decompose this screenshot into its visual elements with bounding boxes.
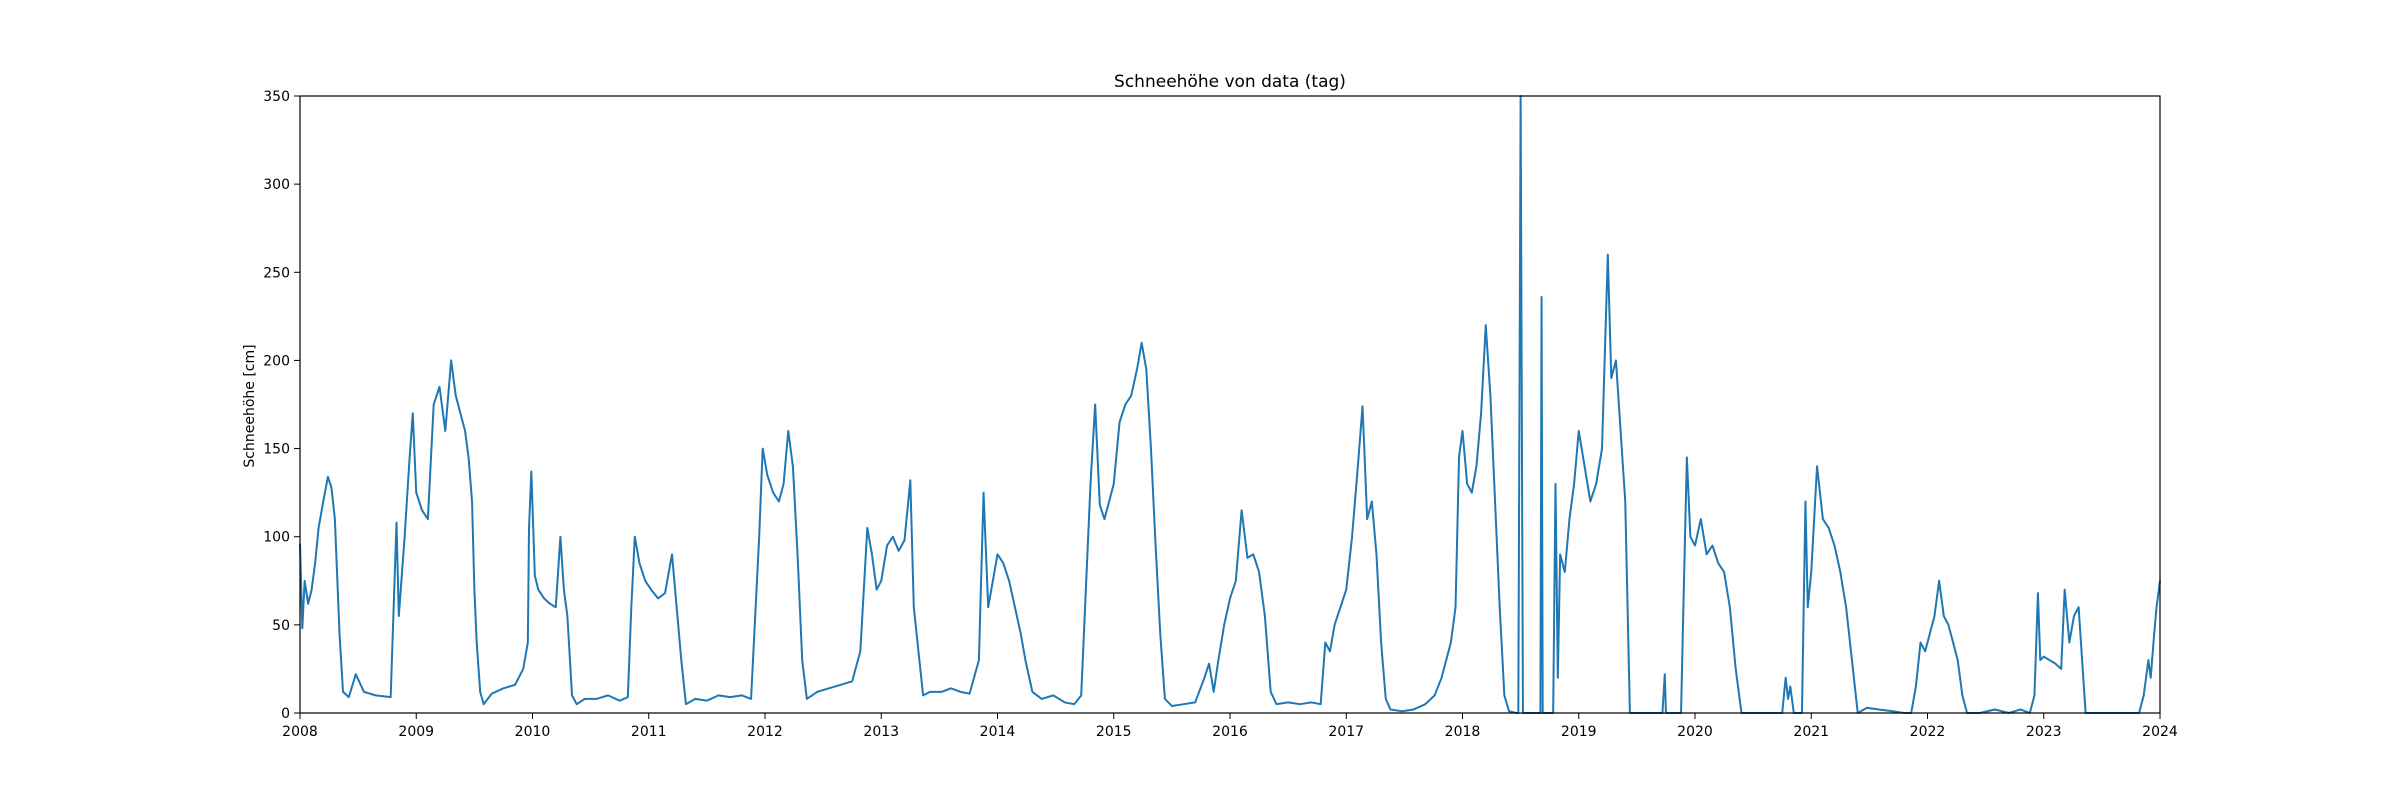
y-tick-label: 100 bbox=[263, 530, 290, 546]
y-axis-ticks: 0 50 100 150 200 250 300 350 bbox=[263, 89, 300, 722]
y-tick-label: 350 bbox=[263, 89, 290, 105]
x-tick-label: 2019 bbox=[1561, 724, 1597, 740]
plot-frame bbox=[299, 95, 2161, 714]
y-tick-label: 150 bbox=[263, 442, 290, 458]
x-tick-label: 2015 bbox=[1096, 724, 1132, 740]
x-tick-label: 2023 bbox=[2026, 724, 2062, 740]
series-line-0 bbox=[299, 95, 2161, 714]
x-tick-label: 2008 bbox=[282, 724, 318, 740]
y-tick-label: 250 bbox=[263, 265, 290, 281]
y-tick-label: 0 bbox=[281, 706, 290, 722]
chart-title: Schneehöhe von data (tag) bbox=[1114, 72, 1346, 92]
y-tick-label: 200 bbox=[263, 353, 290, 369]
x-tick-label: 2020 bbox=[1677, 724, 1713, 740]
x-tick-label: 2009 bbox=[398, 724, 434, 740]
x-tick-label: 2021 bbox=[1793, 724, 1829, 740]
x-tick-label: 2014 bbox=[980, 724, 1016, 740]
x-tick-label: 2011 bbox=[631, 724, 667, 740]
y-tick-label: 300 bbox=[263, 177, 290, 193]
y-tick-label: 50 bbox=[272, 618, 290, 634]
x-tick-label: 2017 bbox=[1328, 724, 1364, 740]
x-tick-label: 2016 bbox=[1212, 724, 1248, 740]
y-axis-label: Schneehöhe [cm] bbox=[242, 344, 258, 467]
x-tick-label: 2024 bbox=[2142, 724, 2178, 740]
plot-series bbox=[299, 95, 2161, 714]
x-tick-label: 2022 bbox=[1910, 724, 1946, 740]
x-tick-label: 2013 bbox=[863, 724, 899, 740]
x-tick-label: 2010 bbox=[515, 724, 551, 740]
x-tick-label: 2012 bbox=[747, 724, 783, 740]
x-tick-label: 2018 bbox=[1445, 724, 1481, 740]
x-axis-ticks: 2008 2009 2010 2011 2012 2013 2014 2015 2016 2017… bbox=[282, 713, 2178, 740]
